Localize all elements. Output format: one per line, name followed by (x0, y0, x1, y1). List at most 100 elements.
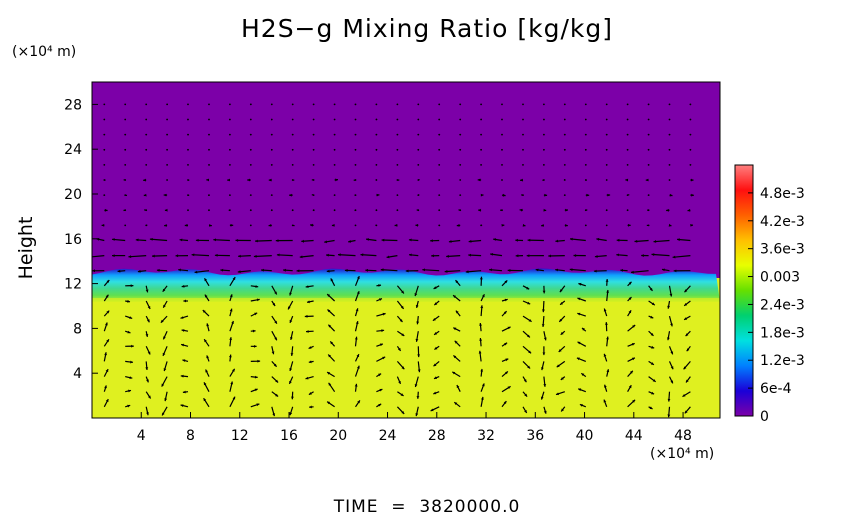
vector-arrowhead (191, 253, 195, 257)
vector-dot (417, 148, 420, 151)
vector-dot (124, 148, 127, 151)
colorbar-tick-label: 4.2e-3 (760, 214, 805, 230)
vector-arrowhead (541, 367, 544, 371)
vector-arrowhead (528, 350, 532, 354)
vector-dot (605, 118, 608, 121)
vector-arrowhead (631, 343, 635, 346)
x-tick-label: 4 (137, 428, 146, 444)
vector-dot (438, 209, 441, 212)
vector-dot (270, 148, 273, 151)
vector-dot (417, 209, 420, 212)
vector-dot (626, 164, 629, 166)
y-axis-unit: (×10⁴ m) (12, 44, 77, 60)
vector-dot (354, 133, 357, 136)
vector-arrowhead (672, 255, 676, 259)
vector-arrowhead (478, 208, 481, 212)
vector-dot (584, 209, 587, 212)
vector-arrowhead (195, 238, 199, 242)
vector-dot (208, 103, 210, 106)
y-tick-label: 4 (73, 366, 82, 382)
vector-dot (354, 164, 357, 166)
vector-arrowhead (448, 240, 452, 243)
vector-arrowhead (328, 382, 332, 386)
vector-arrowhead (204, 339, 207, 343)
vector-arrowhead (433, 286, 437, 289)
vector-arrowhead (649, 406, 653, 409)
vector-arrowhead (288, 306, 291, 310)
vector-arrowhead (628, 385, 632, 389)
heatmap-field (92, 82, 720, 418)
vector-arrowhead (409, 253, 412, 257)
vector-arrowhead (480, 193, 484, 197)
colorbar-tick-label: 3.6e-3 (760, 242, 805, 258)
vector-dot (291, 224, 294, 227)
vector-dot (563, 118, 566, 121)
vector-dot (668, 179, 671, 181)
vector-arrowhead (455, 310, 459, 314)
vector-dot (480, 164, 482, 166)
colorbar-tick-label: 0 (760, 409, 769, 425)
vector-dot (438, 194, 441, 197)
vector-arrowhead (454, 340, 458, 344)
vector-dot (145, 164, 148, 166)
vector-arrowhead (254, 388, 258, 392)
vector-arrowhead (213, 238, 216, 242)
vector-arrowhead (128, 389, 131, 393)
vector-dot (354, 194, 357, 197)
x-tick-label: 24 (379, 428, 397, 444)
vector-arrowhead (578, 388, 582, 392)
vector-arrowhead (669, 193, 673, 197)
vector-arrowhead (542, 352, 546, 356)
vector-arrow (149, 238, 168, 242)
vector-arrowhead (479, 323, 482, 326)
vector-arrowhead (670, 380, 673, 384)
vector-arrowhead (355, 321, 359, 324)
vector-arrowhead (652, 379, 656, 382)
vector-dot (417, 164, 420, 166)
vector-arrowhead (147, 306, 151, 309)
vector-arrowhead (227, 178, 230, 182)
vector-arrowhead (289, 319, 293, 323)
vector-arrowhead (641, 254, 644, 257)
vector-arrowhead (524, 410, 527, 413)
vector-dot (543, 103, 545, 106)
vector-arrowhead (454, 402, 458, 405)
vector-arrowhead (256, 298, 260, 302)
vector-dot (543, 133, 545, 136)
vector-arrowhead (556, 364, 560, 368)
vector-arrowhead (156, 268, 160, 272)
vector-arrowhead (548, 254, 551, 258)
vector-arrowhead (651, 253, 655, 256)
vector-arrowhead (181, 284, 185, 288)
vector-arrowhead (527, 365, 531, 369)
vector-dot (522, 164, 524, 166)
vector-arrow (380, 269, 398, 272)
vector-dot (563, 103, 566, 106)
vector-arrow (128, 255, 147, 258)
vector-dot (187, 164, 189, 166)
vector-dot (145, 224, 148, 227)
vector-arrowhead (453, 355, 457, 359)
vector-dot (166, 164, 169, 166)
vector-arrowhead (104, 352, 107, 356)
vector-arrowhead (503, 311, 507, 314)
vector-dot (291, 209, 294, 212)
vector-dot (417, 179, 420, 181)
vector-arrowhead (106, 280, 110, 283)
vector-arrowhead (543, 208, 547, 212)
vector-dot (208, 133, 210, 136)
vector-arrowhead (582, 327, 585, 331)
vector-dot (563, 133, 566, 136)
vector-arrowhead (430, 239, 433, 243)
vector-arrowhead (616, 253, 619, 257)
vector-arrow (630, 270, 649, 273)
time-value: TIME = 3820000.0 (333, 497, 521, 517)
vector-arrowhead (540, 396, 544, 400)
vector-arrowhead (480, 305, 484, 309)
vector-arrowhead (232, 277, 236, 281)
vector-dot (187, 194, 189, 197)
vector-dot (647, 133, 650, 136)
vector-arrowhead (247, 178, 250, 182)
vector-arrowhead (399, 319, 403, 322)
vector-arrowhead (163, 304, 166, 308)
